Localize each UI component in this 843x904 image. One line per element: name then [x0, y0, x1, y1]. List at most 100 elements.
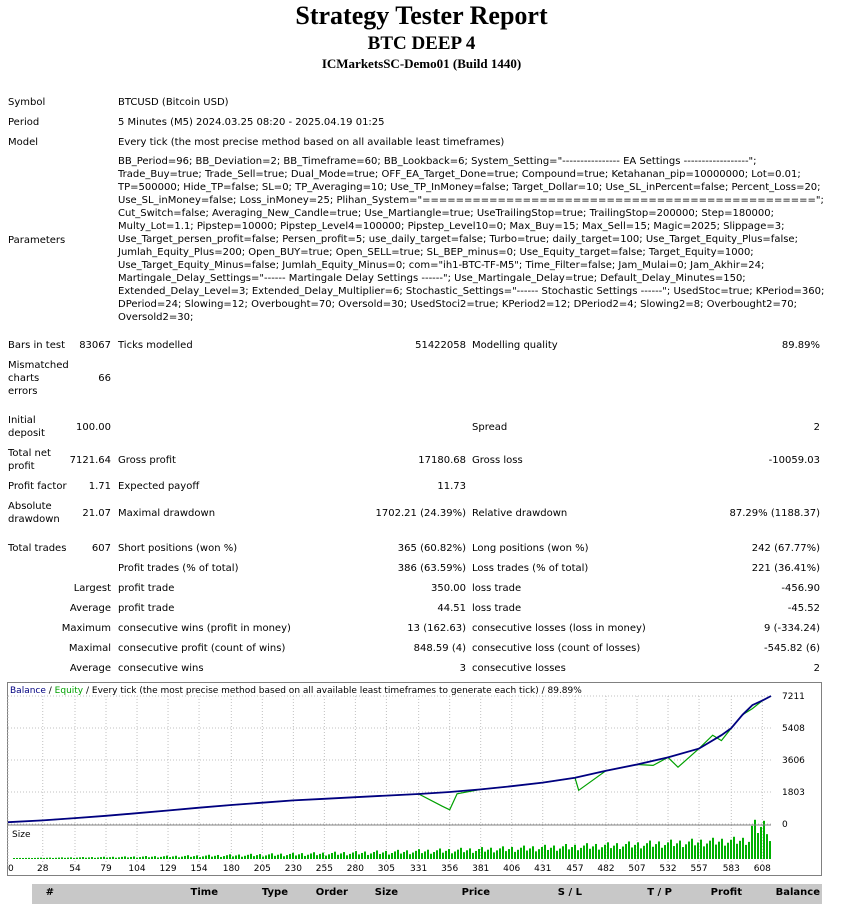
- volume-bar: [478, 849, 480, 859]
- volume-bar: [211, 856, 213, 859]
- mismatch-value: 66: [98, 373, 111, 384]
- volume-bar: [337, 854, 339, 859]
- volume-bar: [202, 856, 204, 859]
- volume-bar: [271, 853, 273, 859]
- volume-bar: [373, 851, 375, 859]
- average-loss-value: -45.52: [787, 603, 820, 614]
- column-header: Profit: [710, 887, 742, 898]
- volume-bar: [592, 846, 594, 859]
- period-value: 5 Minutes (M5) 2024.03.25 08:20 - 2025.0…: [118, 117, 385, 128]
- volume-bar: [454, 851, 456, 859]
- volume-bar: [691, 838, 693, 859]
- volume-bar: [481, 847, 483, 859]
- volume-bar: [361, 852, 363, 859]
- largest-profit-label: profit trade: [118, 583, 175, 594]
- balance-equity-chart: 0 28 54 79 104 129 154 180 205 230 255 280 305 331 356…: [7, 682, 822, 876]
- max-cons-wins-value: 13 (162.63): [407, 623, 466, 634]
- volume-bar: [700, 839, 702, 859]
- long-positions-label: Long positions (won %): [472, 543, 589, 554]
- volume-bar: [472, 852, 474, 859]
- volume-bar: [505, 851, 507, 859]
- column-header: Size: [374, 887, 398, 898]
- x-tick-label: 230: [285, 864, 302, 874]
- volume-bar: [697, 842, 699, 859]
- volume-bar: [82, 857, 84, 859]
- average-profit-value: 44.51: [437, 603, 466, 614]
- volume-bar: [16, 857, 18, 859]
- legend-balance: Balance: [10, 686, 46, 696]
- volume-bar: [181, 856, 183, 859]
- y-tick-label: 5408: [782, 724, 805, 734]
- volume-bar: [100, 857, 102, 859]
- volume-bar: [727, 842, 729, 859]
- volume-bar: [652, 846, 654, 859]
- maximal-drawdown-value: 1702.21 (24.39%): [375, 508, 466, 519]
- volume-bar: [112, 856, 114, 859]
- gross-loss-label: Gross loss: [472, 455, 523, 466]
- volume-bar: [61, 857, 63, 859]
- volume-bar: [220, 856, 222, 859]
- volume-bar: [688, 841, 690, 859]
- maximal-label: Maximal: [68, 643, 111, 654]
- legend-sep: /: [46, 686, 55, 696]
- volume-bar: [217, 854, 219, 859]
- volume-bar: [433, 852, 435, 859]
- volume-bar: [736, 843, 738, 859]
- volume-bar: [115, 857, 117, 859]
- avg-cons-losses-value: 2: [813, 663, 820, 674]
- volume-bar: [130, 856, 132, 859]
- legend-rest: / Every tick (the most precise method ba…: [83, 686, 582, 696]
- volume-bar: [745, 844, 747, 859]
- profit-factor-label: Profit factor: [8, 481, 67, 492]
- bars-label: Bars in test: [8, 340, 65, 351]
- volume-bar: [598, 849, 600, 859]
- largest-loss-label: loss trade: [472, 583, 522, 594]
- volume-bar: [703, 846, 705, 859]
- volume-bar: [535, 851, 537, 859]
- volume-bar: [379, 854, 381, 859]
- volume-bar: [139, 857, 141, 859]
- volume-bar: [88, 857, 90, 859]
- volume-bar: [358, 854, 360, 859]
- volume-bar: [667, 842, 669, 859]
- volume-bar: [613, 845, 615, 859]
- volume-bar: [547, 849, 549, 859]
- volume-bar: [673, 846, 675, 859]
- volume-bar: [475, 850, 477, 859]
- volume-bar: [556, 850, 558, 859]
- x-tick-label: 205: [254, 864, 271, 874]
- model-label: Model: [8, 137, 39, 148]
- deposit-value: 100.00: [76, 422, 111, 433]
- volume-bar: [553, 845, 555, 859]
- volume-bar: [610, 848, 612, 859]
- volume-bar: [655, 844, 657, 859]
- max-cons-losses-label: consecutive losses (loss in money): [472, 623, 646, 634]
- maximal-cons-loss-label: consecutive loss (count of losses): [472, 643, 641, 654]
- volume-bar: [400, 853, 402, 859]
- column-header: S / L: [557, 887, 582, 898]
- x-tick-label: 255: [316, 864, 333, 874]
- volume-bar: [193, 856, 195, 859]
- volume-bar: [514, 851, 516, 859]
- volume-bar: [532, 846, 534, 859]
- symbol-value: BTCUSD (Bitcoin USD): [118, 97, 229, 108]
- volume-bar: [184, 855, 186, 859]
- average2-label: Average: [69, 663, 111, 674]
- largest-loss-value: -456.90: [781, 583, 820, 594]
- volume-bar: [172, 856, 174, 859]
- volume-bar: [103, 856, 105, 859]
- volume-bar: [529, 848, 531, 859]
- volume-bar: [319, 853, 321, 859]
- volume-bar: [646, 843, 648, 859]
- volume-bar: [412, 852, 414, 859]
- volume-bar: [136, 857, 138, 859]
- maximal-cons-loss-value: -545.82 (6): [764, 643, 820, 654]
- parameters-value: BB_Period=96; BB_Deviation=2; BB_Timefra…: [118, 156, 825, 323]
- net-profit-label: Total net profit: [8, 448, 51, 472]
- spread-value: 2: [813, 422, 820, 433]
- volume-bar: [565, 843, 567, 859]
- volume-bar: [91, 857, 93, 859]
- volume-bar: [19, 857, 21, 859]
- volume-bar: [238, 854, 240, 859]
- volume-bar: [55, 857, 57, 859]
